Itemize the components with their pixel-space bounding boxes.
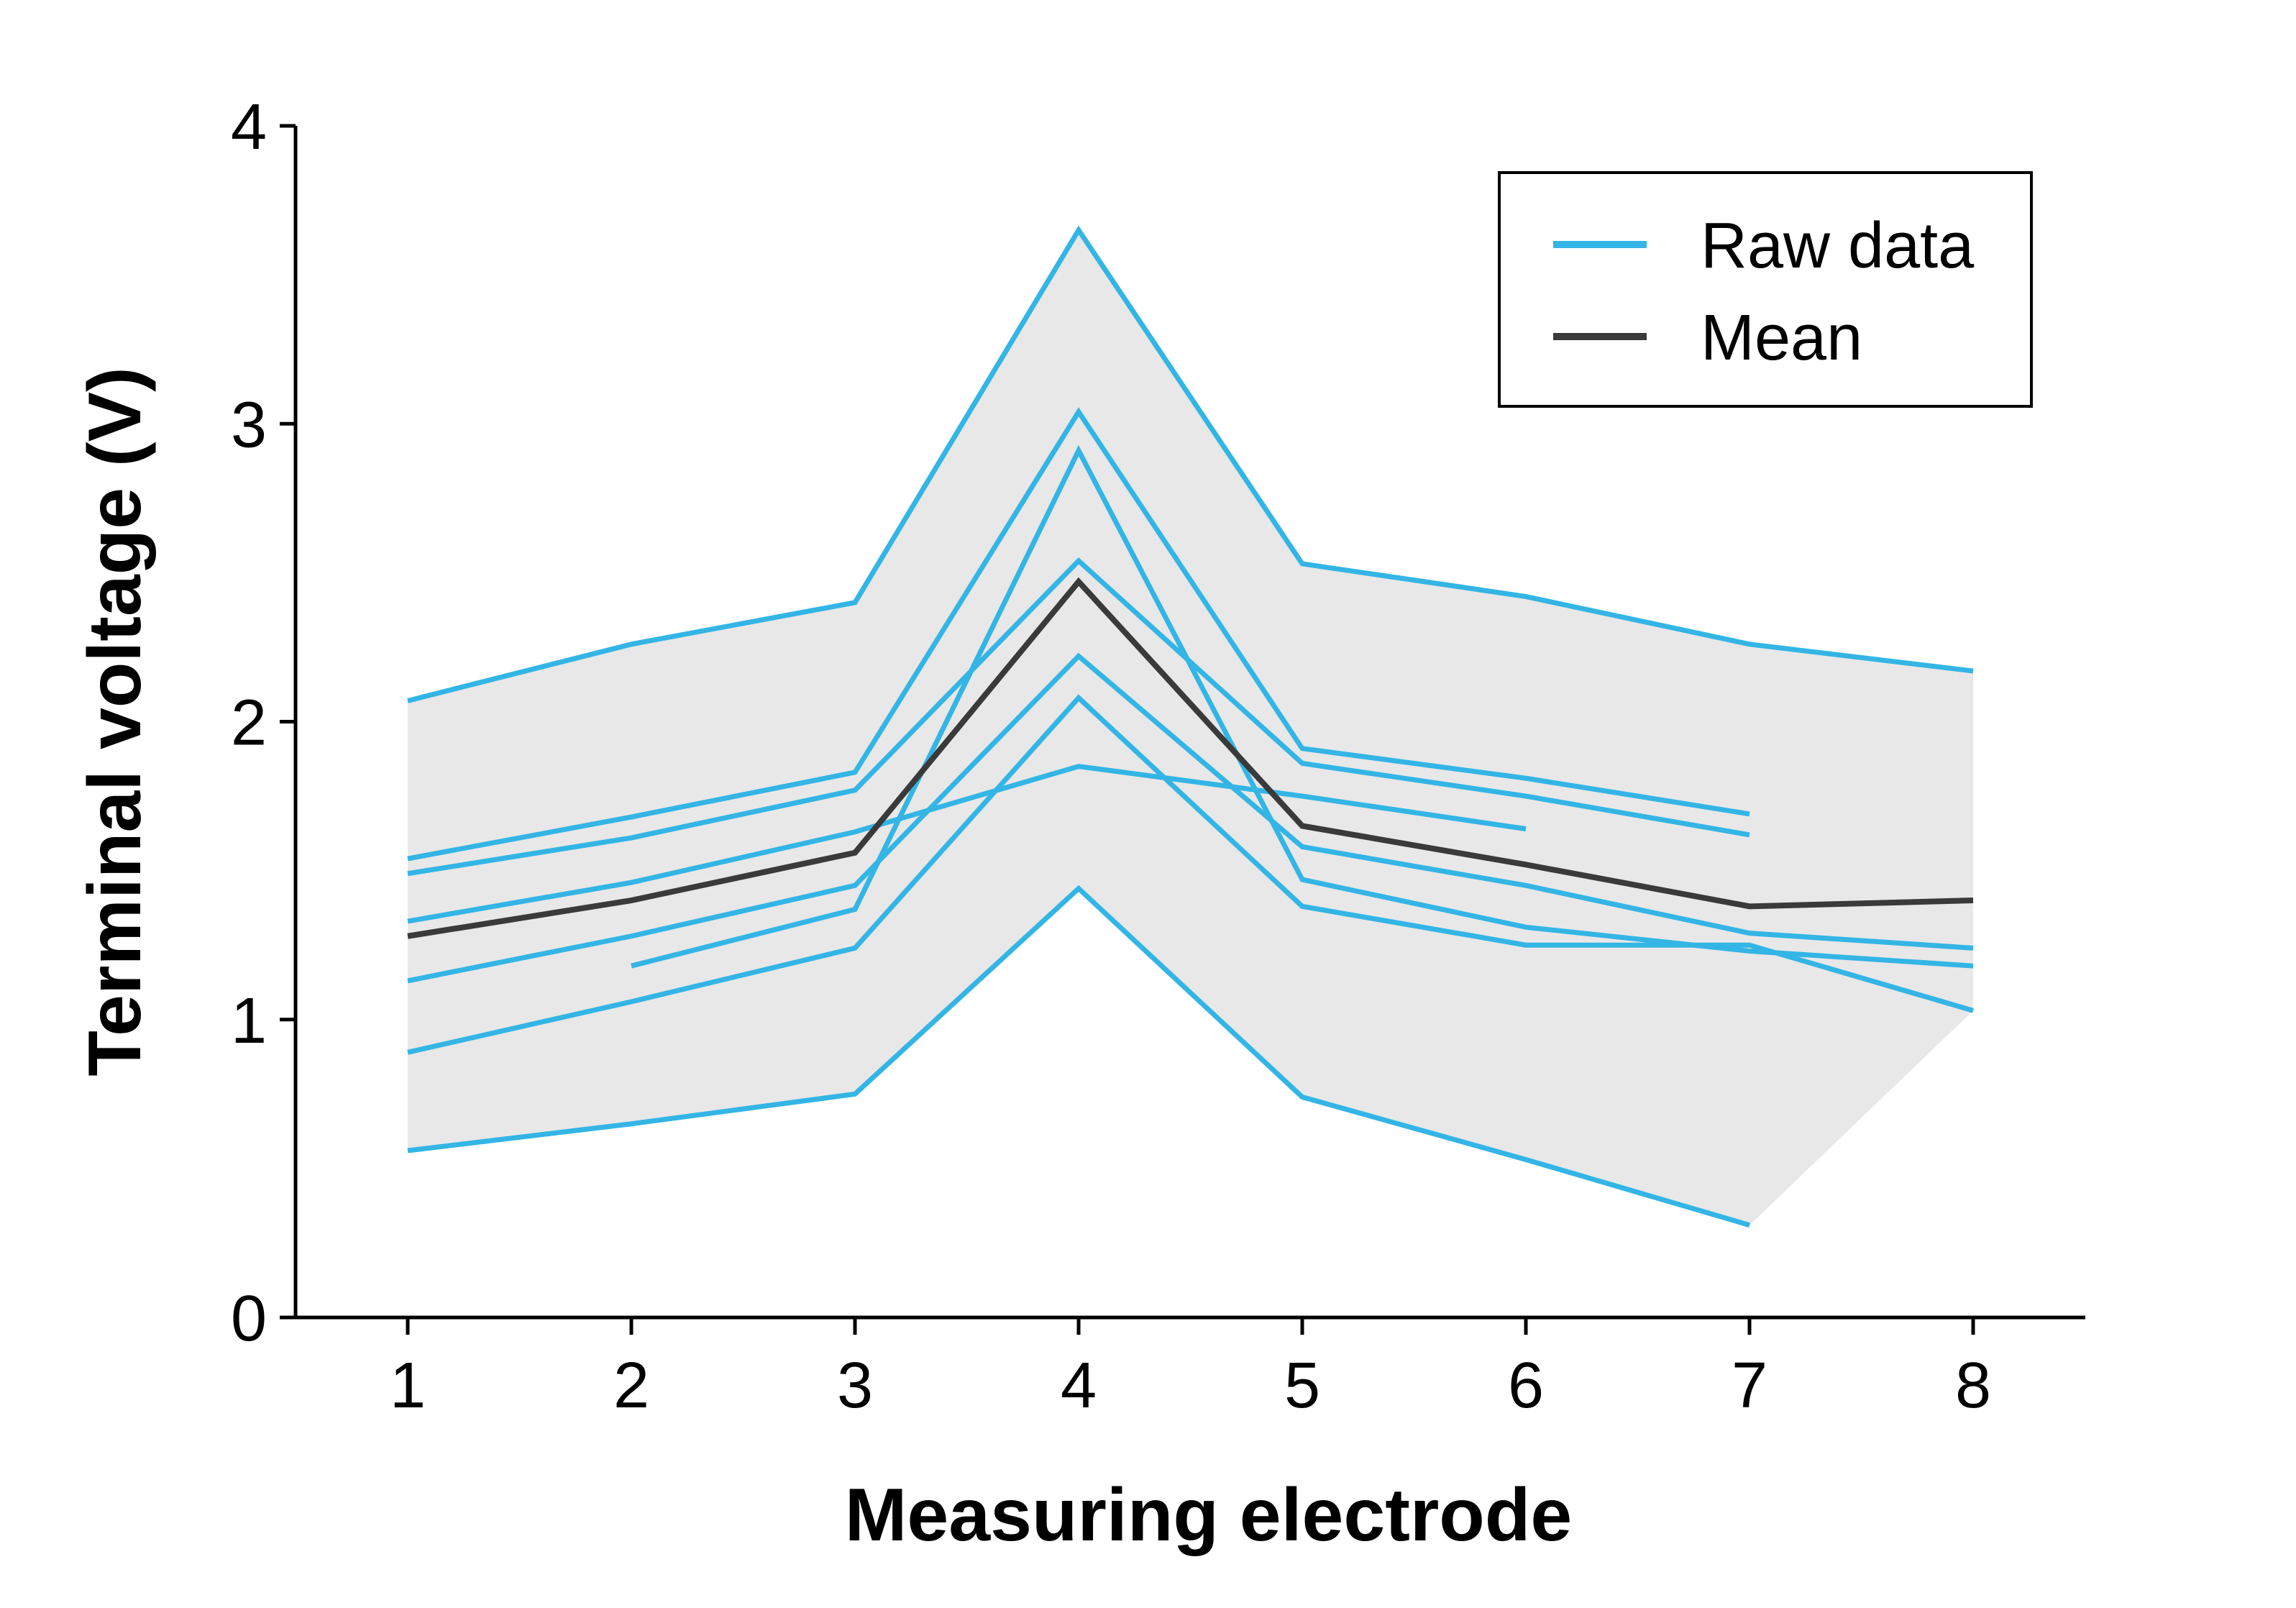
x-tick-label: 8: [1955, 1350, 1991, 1422]
legend-mean-label: Mean: [1701, 302, 1862, 374]
legend-raw-label: Raw data: [1701, 210, 1975, 282]
y-tick-label: 3: [231, 389, 267, 461]
raw-series-line-2: [407, 407, 1750, 862]
y-axis-label: Terminal voltage (V): [73, 367, 157, 1076]
series-layer: [407, 225, 1974, 1228]
x-tick-label: 3: [837, 1350, 873, 1422]
raw-series-line-7: [407, 694, 1974, 1055]
range-band: [408, 229, 1973, 1225]
raw-series-line-1: [407, 225, 1974, 703]
legend: Raw data Mean: [1498, 171, 2033, 408]
raw-series-line-6: [631, 444, 1974, 969]
y-tick-label: 2: [231, 687, 267, 759]
legend-box: [1498, 171, 2033, 408]
x-tick-label: 6: [1508, 1350, 1544, 1422]
raw-series-line-8: [407, 885, 1750, 1228]
range-band-area: [408, 229, 1973, 1225]
x-tick-label: 2: [613, 1350, 649, 1422]
x-tick-label: 4: [1061, 1350, 1097, 1422]
x-axis-label: Measuring electrode: [845, 1474, 1572, 1557]
mean-series-line: [407, 577, 1974, 939]
y-tick-label: 1: [231, 985, 267, 1057]
y-tick-label: 4: [231, 91, 267, 163]
y-tick-label: 0: [231, 1283, 267, 1355]
x-tick-label: 1: [390, 1350, 426, 1422]
raw-series-line-4: [407, 764, 1527, 924]
x-tick-label: 7: [1732, 1350, 1767, 1422]
raw-series-line-3: [407, 557, 1750, 877]
x-tick-label: 5: [1284, 1350, 1320, 1422]
raw-series-line-5: [407, 652, 1974, 984]
ticks: 0 1 2 3 4 1 2 3 4 5 6 7 8: [231, 91, 1991, 1422]
